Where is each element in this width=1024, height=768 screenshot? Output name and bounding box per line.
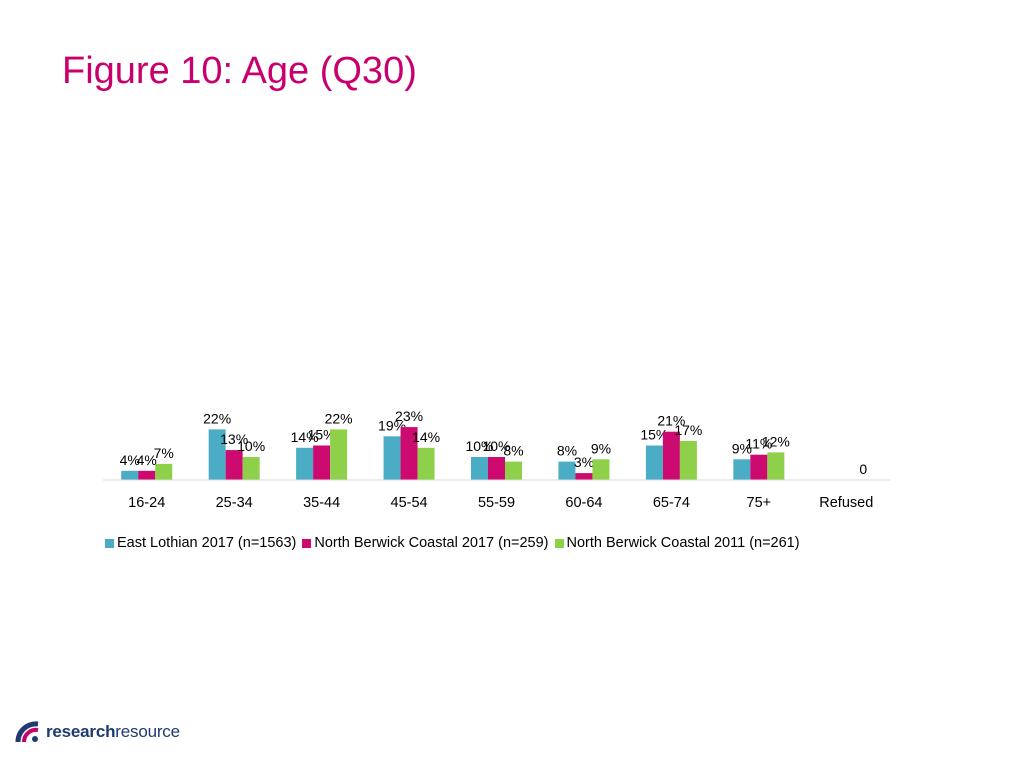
bar-75+-series-2 [750,454,768,480]
data-label-25-34-series-2: 13% [220,431,248,447]
data-label-Refused-series-3: 0 [859,461,867,477]
research-resource-logo: researchresource [14,718,180,746]
chart-legend: East Lothian 2017 (n=1563) North Berwick… [105,535,800,551]
data-label-65-74-series-2: 21% [657,413,685,429]
data-label-75+-series-3: 12% [762,433,790,449]
bar-25-34-series-1 [208,429,226,480]
bar-65-74-series-1 [645,445,663,480]
bar-35-44-series-1 [296,447,314,480]
data-label-60-64-series-1: 8% [557,443,577,459]
logo-brand-light: resource [115,722,180,741]
legend-label-nbc-2011: North Berwick Coastal 2011 (n=261) [566,535,800,551]
data-label-55-59-series-2: 10% [482,438,510,454]
bar-65-74-series-2 [662,431,680,480]
data-label-75+-series-2: 11% [745,436,772,452]
data-label-65-74-series-1: 15% [640,427,668,443]
bar-25-34-series-2 [225,450,243,480]
bar-45-54-series-3 [417,447,435,480]
data-label-75+-series-1: 9% [732,440,752,456]
legend-swatch-east-lothian-2017 [105,538,114,548]
logo-text: researchresource [46,722,180,742]
data-label-35-44-series-3: 22% [325,410,353,426]
x-tick-label-35-44: 35-44 [303,495,340,511]
data-label-16-24-series-1: 4% [120,452,140,468]
data-label-25-34-series-1: 22% [203,410,231,426]
legend-label-east-lothian-2017: East Lothian 2017 (n=1563) [117,535,297,551]
legend-label-nbc-2017: North Berwick Coastal 2017 (n=259) [314,535,549,551]
bar-55-59-series-3 [505,461,522,480]
data-label-45-54-series-2: 23% [395,408,423,424]
data-label-16-24-series-3: 7% [154,445,174,461]
bar-35-44-series-3 [330,429,348,480]
data-label-35-44-series-1: 14% [291,429,319,445]
bar-chart: 4%22%14%19%10% 8%15%9%4%13% 15%23%10%3%21%… [103,408,890,511]
legend-item-nbc-2017: North Berwick Coastal 2017 (n=259) [302,535,549,551]
legend-item-nbc-2011: North Berwick Coastal 2011 (n=261) [554,535,800,551]
data-label-60-64-series-2: 3% [574,454,594,470]
page-title: Figure 10: Age (Q30) [62,50,417,92]
data-label-60-64-series-3: 9% [591,440,611,456]
bar-35-44-series-2 [313,445,331,480]
data-label-16-24-series-2: 4% [137,452,157,468]
bar-45-54-series-2 [400,427,418,480]
data-label-55-59-series-1: 10% [465,438,493,454]
data-label-45-54-series-1: 19% [378,417,406,433]
bar-16-24-series-2 [138,470,156,480]
bar-55-59-series-1 [471,457,488,480]
bar-25-34-series-3 [242,457,260,480]
x-tick-label-55-59: 55-59 [478,495,515,511]
x-tick-label-65-74: 65-74 [653,495,690,511]
bar-16-24-series-1 [121,470,139,480]
bar-75+-series-3 [767,452,785,480]
data-label-25-34-series-3: 10% [237,438,265,454]
x-tick-label-25-34: 25-34 [216,495,253,511]
legend-item-east-lothian-2017: East Lothian 2017 (n=1563) [105,535,296,551]
bar-45-54-series-1 [383,436,401,480]
bar-60-64-series-1 [558,461,576,480]
data-label-45-54-series-3: 14% [412,429,440,445]
legend-swatch-nbc-2017 [302,538,312,548]
x-tick-label-16-24: 16-24 [128,495,165,511]
x-tick-label-45-54: 45-54 [391,495,428,511]
bar-75+-series-1 [733,459,751,480]
bar-65-74-series-3 [679,440,697,480]
x-tick-label-60-64: 60-64 [565,495,602,511]
x-tick-label-Refused: Refused [819,495,873,511]
x-tick-label-75+: 75+ [747,495,772,511]
bar-60-64-series-2 [575,473,593,480]
data-label-35-44-series-2: 15% [308,427,336,443]
bar-60-64-series-3 [592,459,610,480]
data-label-55-59-series-3: 8% [503,443,523,459]
logo-brand-bold: research [46,722,116,741]
logo-mark-icon [15,721,39,743]
legend-swatch-nbc-2011 [554,538,564,548]
bar-16-24-series-3 [155,463,173,480]
bar-55-59-series-2 [488,457,505,480]
data-label-65-74-series-3: 17% [674,422,702,438]
